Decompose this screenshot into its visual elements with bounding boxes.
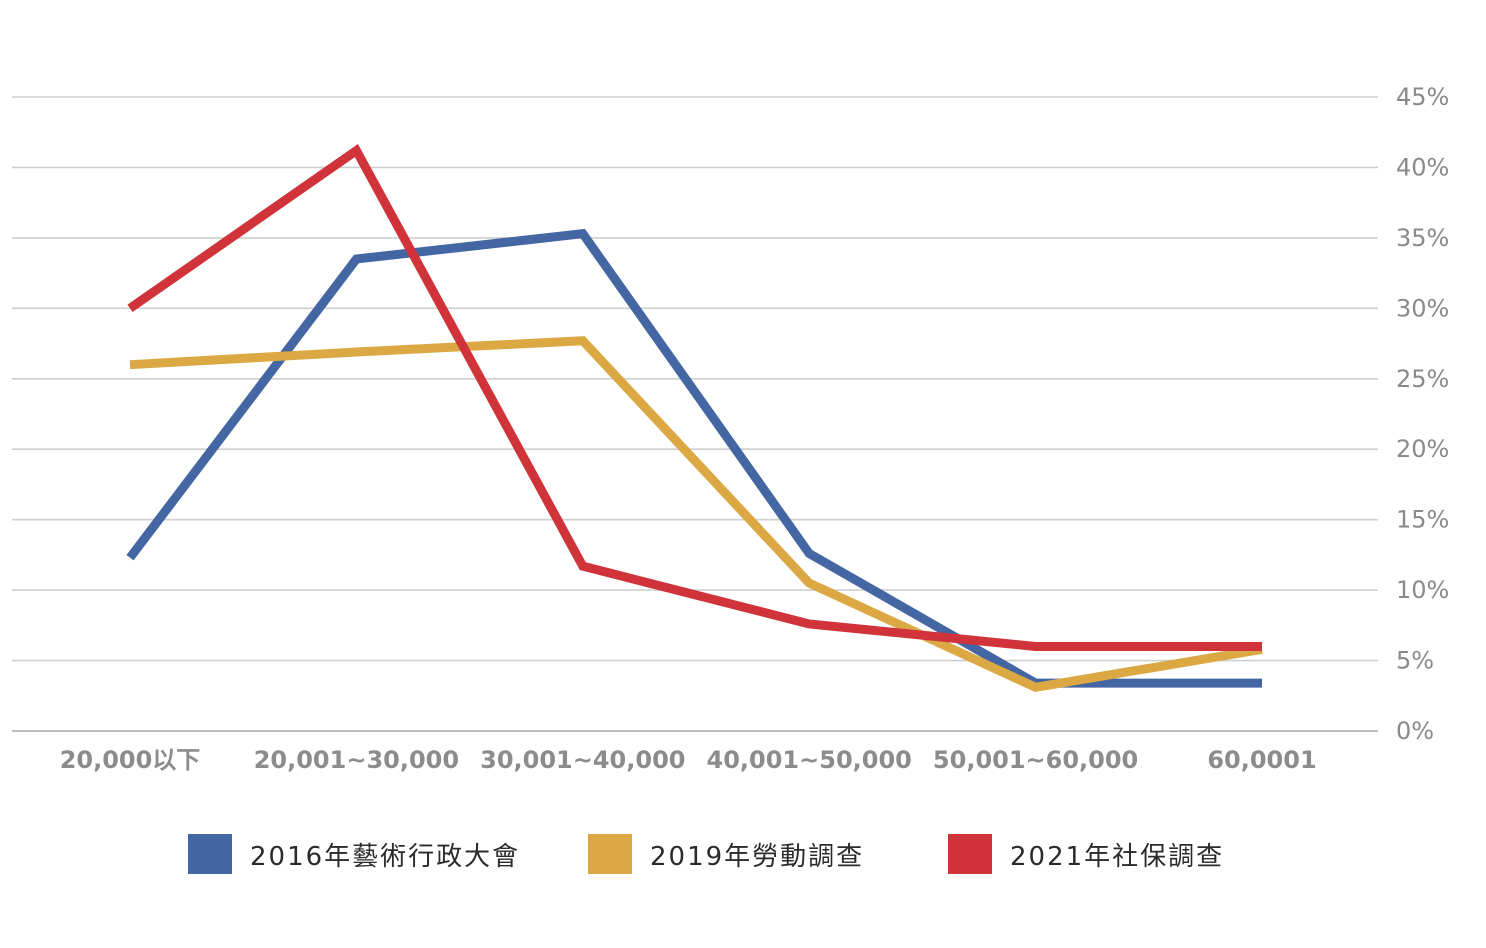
y-tick-label: 45% (1396, 83, 1449, 111)
x-tick-label: 60,0001 (1207, 746, 1316, 774)
y-tick-label: 10% (1396, 576, 1449, 604)
y-tick-label: 20% (1396, 435, 1449, 463)
y-tick-label: 15% (1396, 506, 1449, 534)
line-chart: 0%5%10%15%20%25%30%35%40%45% 20,000以下 20,… (12, 83, 1449, 774)
series-line-2 (127, 143, 1262, 651)
y-axis-ticks: 0% 5% 10% 15% 20% 25% 30% 35% 40% 45% (1396, 83, 1449, 745)
series-line-1 (129, 336, 1263, 692)
legend-swatch-2021 (948, 834, 992, 874)
y-tick-label: 35% (1396, 224, 1449, 252)
x-tick-label: 50,001~60,000 (933, 746, 1138, 774)
legend-item-2019: 2019年勞動調查 (588, 832, 864, 876)
gridlines (12, 96, 1378, 732)
legend-item-2016: 2016年藝術行政大會 (188, 832, 520, 876)
legend-label-2016: 2016年藝術行政大會 (250, 841, 521, 872)
y-tick-label: 40% (1396, 153, 1449, 181)
legend-label-2021: 2021年社保調查 (1010, 841, 1225, 872)
x-tick-label: 20,000以下 (60, 746, 201, 774)
series-lines (126, 143, 1263, 692)
legend: 2016年藝術行政大會 2019年勞動調查 2021年社保調查 (0, 832, 1486, 882)
x-tick-label: 40,001~50,000 (707, 746, 912, 774)
legend-swatch-2019 (588, 834, 632, 874)
legend-label-2019: 2019年勞動調查 (650, 841, 865, 872)
x-tick-label: 30,001~40,000 (480, 746, 685, 774)
x-tick-label: 20,001~30,000 (254, 746, 459, 774)
y-tick-label: 5% (1396, 647, 1434, 675)
legend-swatch-2016 (188, 834, 232, 874)
x-axis-ticks: 20,000以下 20,001~30,000 30,001~40,000 40,001… (60, 746, 1317, 774)
legend-item-2021: 2021年社保調查 (948, 832, 1224, 876)
y-tick-label: 30% (1396, 294, 1449, 322)
y-tick-label: 0% (1396, 717, 1434, 745)
y-tick-label: 25% (1396, 365, 1449, 393)
